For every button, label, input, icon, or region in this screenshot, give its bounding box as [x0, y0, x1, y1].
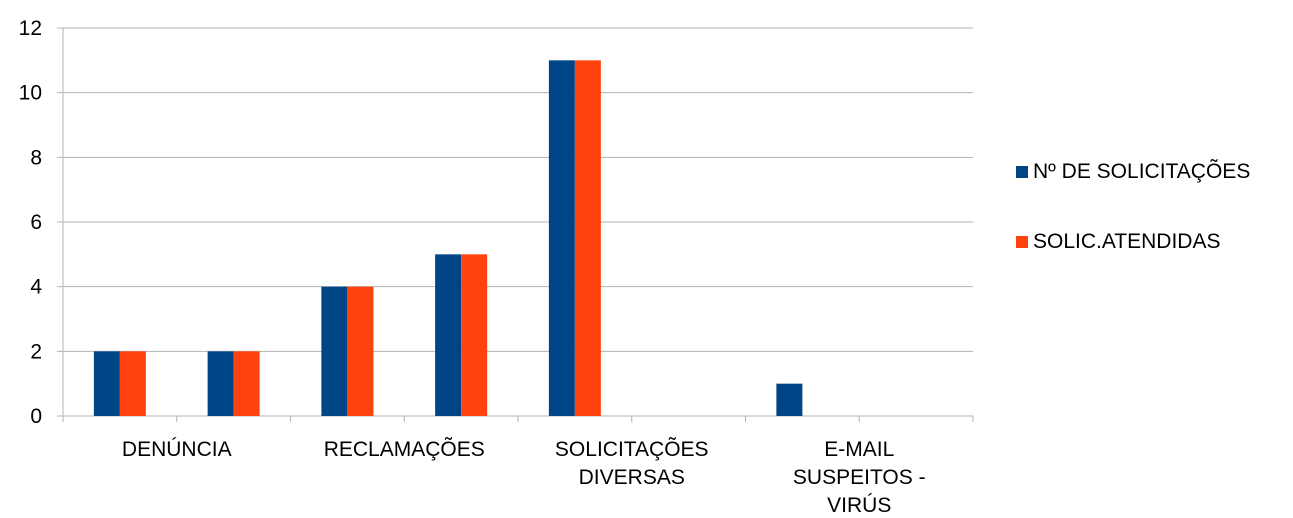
y-tick-label: 12	[19, 17, 42, 40]
bars	[93, 60, 803, 416]
y-tick-label: 4	[30, 276, 42, 299]
legend: Nº DE SOLICITAÇÕES SOLIC.ATENDIDAS	[1016, 160, 1250, 300]
bar	[461, 254, 488, 416]
x-axis-labels: DENÚNCIA RECLAMAÇÕES SOLICITAÇÕES DIVERSAS E…	[122, 437, 926, 517]
legend-item: SOLIC.ATENDIDAS	[1016, 230, 1250, 254]
legend-swatch	[1016, 166, 1028, 178]
bar	[548, 60, 575, 416]
bar	[321, 286, 348, 416]
legend-label: SOLIC.ATENDIDAS	[1033, 230, 1221, 253]
bar	[574, 60, 601, 416]
legend-swatch	[1016, 236, 1028, 248]
y-tick-label: 8	[30, 146, 42, 169]
bar	[233, 351, 260, 416]
x-tick-label: E-MAIL SUSPEITOS -VIRÚS	[793, 438, 926, 517]
legend-label: Nº DE SOLICITAÇÕES	[1033, 160, 1251, 183]
bar	[776, 383, 803, 416]
y-axis-ticks: 0 2 4 6 8 10 12	[19, 17, 43, 428]
bar	[435, 254, 462, 416]
grid-lines	[57, 27, 973, 417]
bar	[347, 286, 374, 416]
y-tick-label: 6	[30, 211, 42, 234]
y-tick-label: 0	[30, 405, 42, 428]
x-axis	[62, 28, 974, 422]
x-tick-label: RECLAMAÇÕES	[324, 437, 485, 461]
bar	[119, 351, 146, 416]
x-tick-label: DENÚNCIA	[122, 438, 232, 461]
bar	[93, 351, 120, 416]
x-tick-label: SOLICITAÇÕES DIVERSAS	[555, 437, 709, 489]
bar	[207, 351, 234, 416]
y-tick-label: 2	[30, 340, 42, 363]
y-tick-label: 10	[19, 82, 42, 105]
legend-item: Nº DE SOLICITAÇÕES	[1016, 160, 1250, 184]
